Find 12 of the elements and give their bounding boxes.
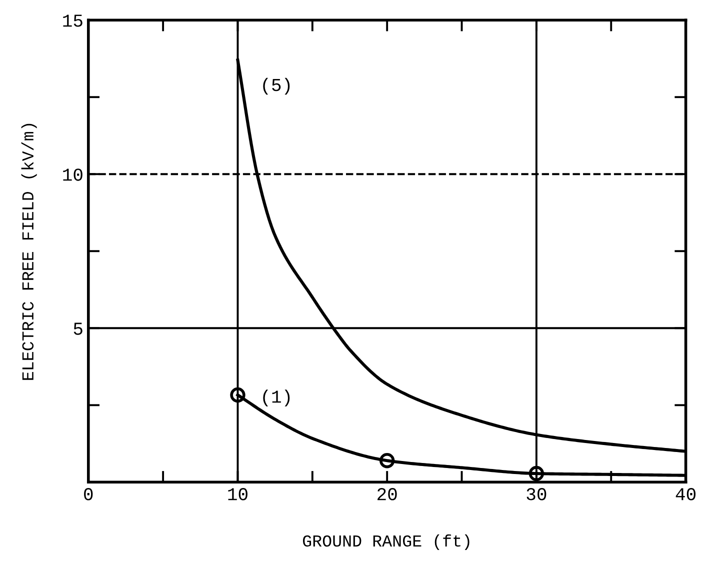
x-tick-label: 0 [84, 488, 93, 500]
y-tick-label: 10 [63, 168, 82, 181]
x-tick-label: 20 [378, 488, 397, 500]
x-tick-label: 10 [228, 488, 248, 500]
series-label: (5) [263, 78, 290, 95]
y-axis-title: ELECTRIC FREE FIELD (kV/m) [21, 124, 37, 380]
series-label: (1) [263, 390, 290, 406]
y-tick-label: 5 [74, 322, 82, 335]
x-tick-label: 40 [676, 488, 696, 500]
x-axis-title: GROUND RANGE (ft) [302, 534, 470, 550]
y-tick-label: 15 [63, 14, 82, 27]
x-tick-label: 30 [526, 488, 546, 500]
